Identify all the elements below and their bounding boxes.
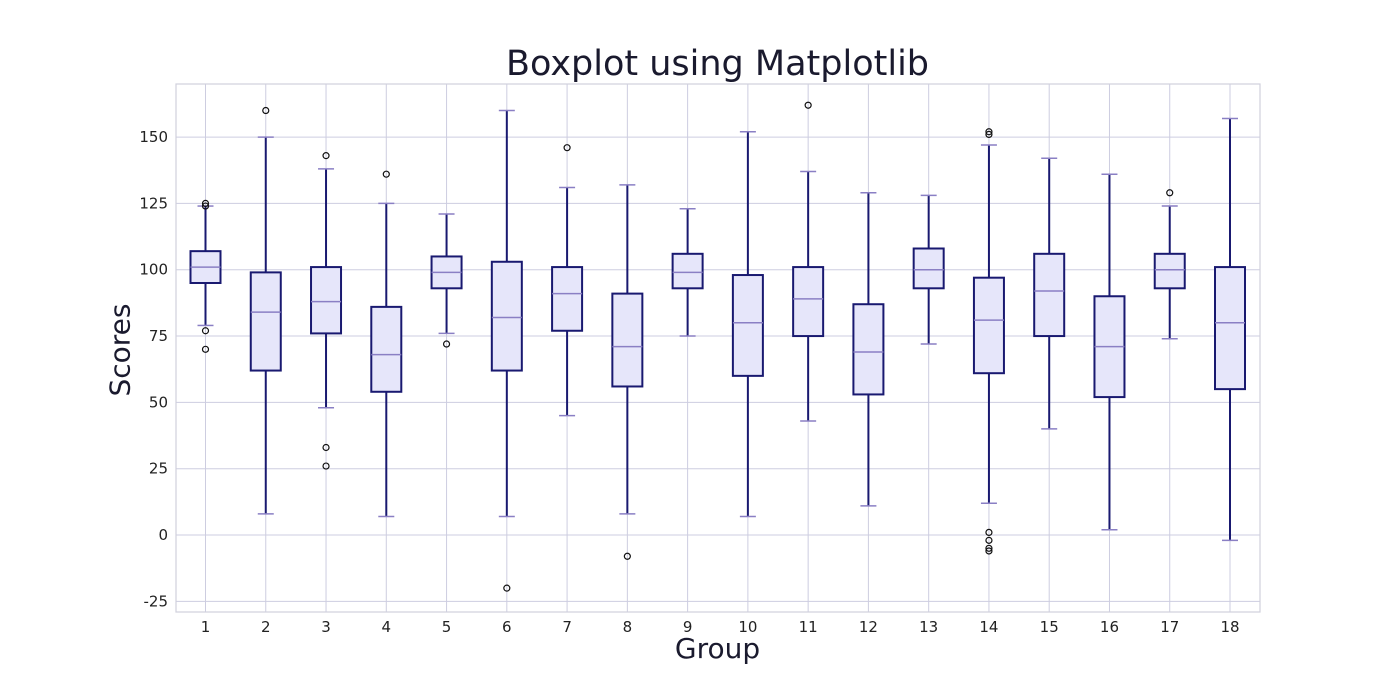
x-axis-label: Group	[674, 632, 761, 665]
y-tick-label: 50	[149, 393, 168, 411]
x-tick-label: 9	[683, 618, 693, 636]
box	[731, 274, 764, 377]
box-group-16	[1093, 173, 1126, 531]
box	[490, 260, 523, 372]
box-group-9	[671, 207, 704, 337]
box-group-17	[1153, 189, 1186, 340]
x-tick-label: 5	[442, 618, 452, 636]
box-group-1	[189, 199, 222, 353]
x-tick-label: 3	[321, 618, 331, 636]
outlier-point	[201, 199, 210, 207]
box-group-13	[912, 194, 945, 345]
box-group-15	[1033, 157, 1066, 430]
box	[972, 276, 1005, 375]
box	[370, 305, 403, 393]
box	[1153, 252, 1186, 290]
box-group-12	[852, 192, 885, 507]
outlier-point	[503, 584, 511, 592]
outlier-point	[985, 547, 993, 555]
box	[671, 252, 704, 290]
y-tick-label: 75	[149, 327, 168, 345]
x-tick-label: 4	[382, 618, 392, 636]
box-group-14	[972, 128, 1005, 555]
x-tick-label: 16	[1100, 618, 1119, 636]
x-tick-label: 10	[738, 618, 757, 636]
x-tick-label: 2	[261, 618, 271, 636]
outlier-point	[201, 202, 210, 210]
outlier-point	[322, 462, 330, 470]
box	[792, 266, 825, 338]
box	[912, 247, 945, 290]
box-group-18	[1214, 117, 1246, 542]
box-group-11	[792, 101, 825, 422]
outlier-point	[201, 345, 210, 353]
outlier-point	[1166, 189, 1174, 197]
box-group-10	[731, 131, 764, 518]
y-tick-label: 125	[139, 194, 168, 212]
x-tick-label: 7	[562, 618, 572, 636]
outlier-point	[201, 327, 210, 335]
y-tick-label: -25	[144, 592, 169, 610]
x-tick-label: 13	[919, 618, 938, 636]
outlier-point	[442, 340, 451, 348]
box-group-8	[611, 184, 644, 560]
x-tick-label: 18	[1220, 618, 1239, 636]
plot-area-frame	[175, 83, 1261, 613]
box	[1214, 266, 1246, 391]
box	[249, 271, 282, 372]
y-tick-label: 100	[139, 261, 168, 279]
box-group-2	[249, 106, 282, 515]
outlier-point	[985, 130, 993, 139]
box	[1033, 252, 1066, 338]
box-group-5	[430, 213, 463, 348]
x-tick-label: 8	[623, 618, 633, 636]
box-group-3	[310, 152, 343, 470]
outlier-point	[382, 170, 390, 178]
y-tick-label: 150	[139, 128, 168, 146]
x-tick-label: 15	[1040, 618, 1059, 636]
y-tick-label: 0	[158, 526, 168, 544]
outlier-point	[985, 544, 993, 552]
chart-title: Boxplot using Matplotlib	[505, 44, 930, 84]
x-tick-label: 14	[979, 618, 998, 636]
x-tick-label: 12	[859, 618, 878, 636]
outlier-point	[262, 106, 270, 115]
outlier-point	[985, 128, 993, 136]
box	[852, 303, 885, 396]
box	[611, 292, 644, 388]
x-tick-label: 6	[502, 618, 512, 636]
outlier-point	[985, 528, 993, 537]
outlier-point	[322, 152, 330, 160]
x-tick-label: 17	[1160, 618, 1179, 636]
outlier-point	[985, 536, 993, 544]
box	[310, 266, 343, 335]
y-tick-label: 25	[149, 460, 168, 478]
box-group-4	[370, 170, 403, 518]
outlier-point	[804, 101, 812, 109]
box-group-7	[551, 144, 584, 417]
outlier-point	[563, 144, 571, 152]
x-tick-label: 11	[799, 618, 818, 636]
x-tick-label: 1	[201, 618, 211, 636]
outlier-point	[623, 552, 631, 560]
box	[551, 266, 584, 332]
box-group-6	[490, 109, 523, 592]
outlier-point	[322, 443, 330, 452]
